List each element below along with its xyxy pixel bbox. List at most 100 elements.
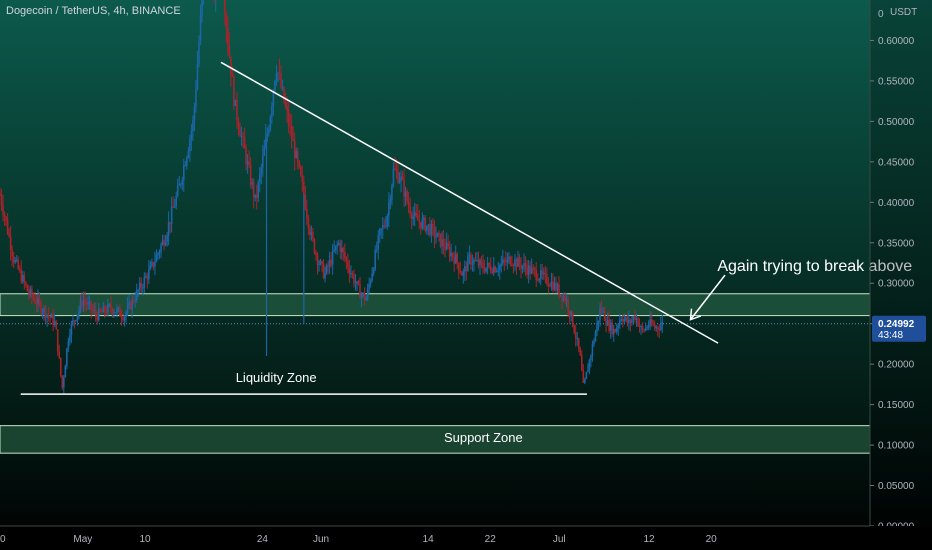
candle-body [87,302,89,304]
candle-body [624,319,626,322]
candle-body [655,327,657,328]
candle-body [245,148,247,164]
candle-body [643,330,645,331]
candle-body [201,0,203,15]
candle-body [335,246,337,251]
candle-body [200,15,202,41]
candle-body [165,242,167,246]
candle-body [510,257,512,265]
candle-body [292,139,294,141]
candle-body [224,0,226,15]
candle-body [127,305,129,312]
candle-body [548,284,550,286]
candle-body [406,191,408,202]
candle-body [472,264,474,265]
candle-body [601,309,603,311]
candle-body [270,117,272,130]
candle-body [1,194,3,205]
candle-body [229,46,231,57]
candle-body [403,180,405,197]
candle-body [637,318,639,326]
candle-body [78,309,80,314]
candle-body [36,303,38,304]
candle-body [409,206,411,214]
candle-body [294,141,296,158]
candle-body [443,239,445,246]
candle-body [400,176,402,180]
candle-body [651,319,653,324]
candle-body [60,358,62,376]
candle-body [619,320,621,325]
candle-body [504,260,506,261]
candle-body [476,260,478,261]
countdown-label: 43:48 [878,330,903,341]
candle-body [625,317,627,319]
candle-body [71,324,73,335]
candle-body [247,161,249,164]
candle-body [488,263,490,266]
y-tick-label: 0.30000 [878,279,915,290]
candle-body [658,329,660,330]
candle-body [259,174,261,182]
candle-body [55,321,57,329]
candle-body [517,258,519,267]
candle-body [370,281,372,284]
candle-body [399,181,401,183]
candle-body [157,253,159,255]
price-axis: 0.000000.050000.100000.150000.200000.250… [870,0,932,550]
candle-body [285,102,287,106]
candle-body [554,282,556,289]
candle-body [181,180,183,184]
candle-body [300,166,302,175]
candle-body [469,255,471,257]
candle-body [393,168,395,185]
candle-body [189,139,191,151]
candle-body [435,237,437,238]
candle-body [122,318,124,320]
candle-body [174,206,176,208]
candle-body [136,290,138,300]
candle-body [540,270,542,279]
candle-body [622,319,624,322]
candle-body [301,175,303,182]
candle-body [455,254,457,264]
candle-body [652,324,654,325]
candle-body [177,186,179,196]
candle-body [412,216,414,219]
candle-body [586,372,588,379]
candle-body [235,100,237,106]
candle-body [464,266,466,271]
candle-body [295,151,297,158]
candle-body [289,125,291,126]
x-tick-label: Jul [553,534,566,545]
candle-body [514,259,516,265]
candle-body [115,312,117,313]
candle-body [333,250,335,251]
candle-body [507,258,509,262]
candle-body [128,302,130,305]
candle-body [491,271,493,273]
candle-body [276,74,278,81]
candle-body [446,243,448,250]
candle-body [241,136,243,137]
candle-body [434,227,436,238]
candle-body [432,224,434,227]
candle-body [660,325,662,329]
candle-body [112,309,114,314]
candle-body [68,342,70,349]
candle-body [475,260,477,261]
candle-body [14,260,16,262]
candle-body [297,151,299,161]
x-tick-label: 22 [485,534,497,545]
candle-body [528,266,530,275]
currency-label: USDT [890,7,917,18]
candle-body [197,64,199,89]
candle-body [339,243,341,252]
candle-body [317,254,319,264]
candle-body [83,300,85,306]
candle-body [639,326,641,327]
candle-body [466,266,468,271]
candle-body [487,263,489,267]
